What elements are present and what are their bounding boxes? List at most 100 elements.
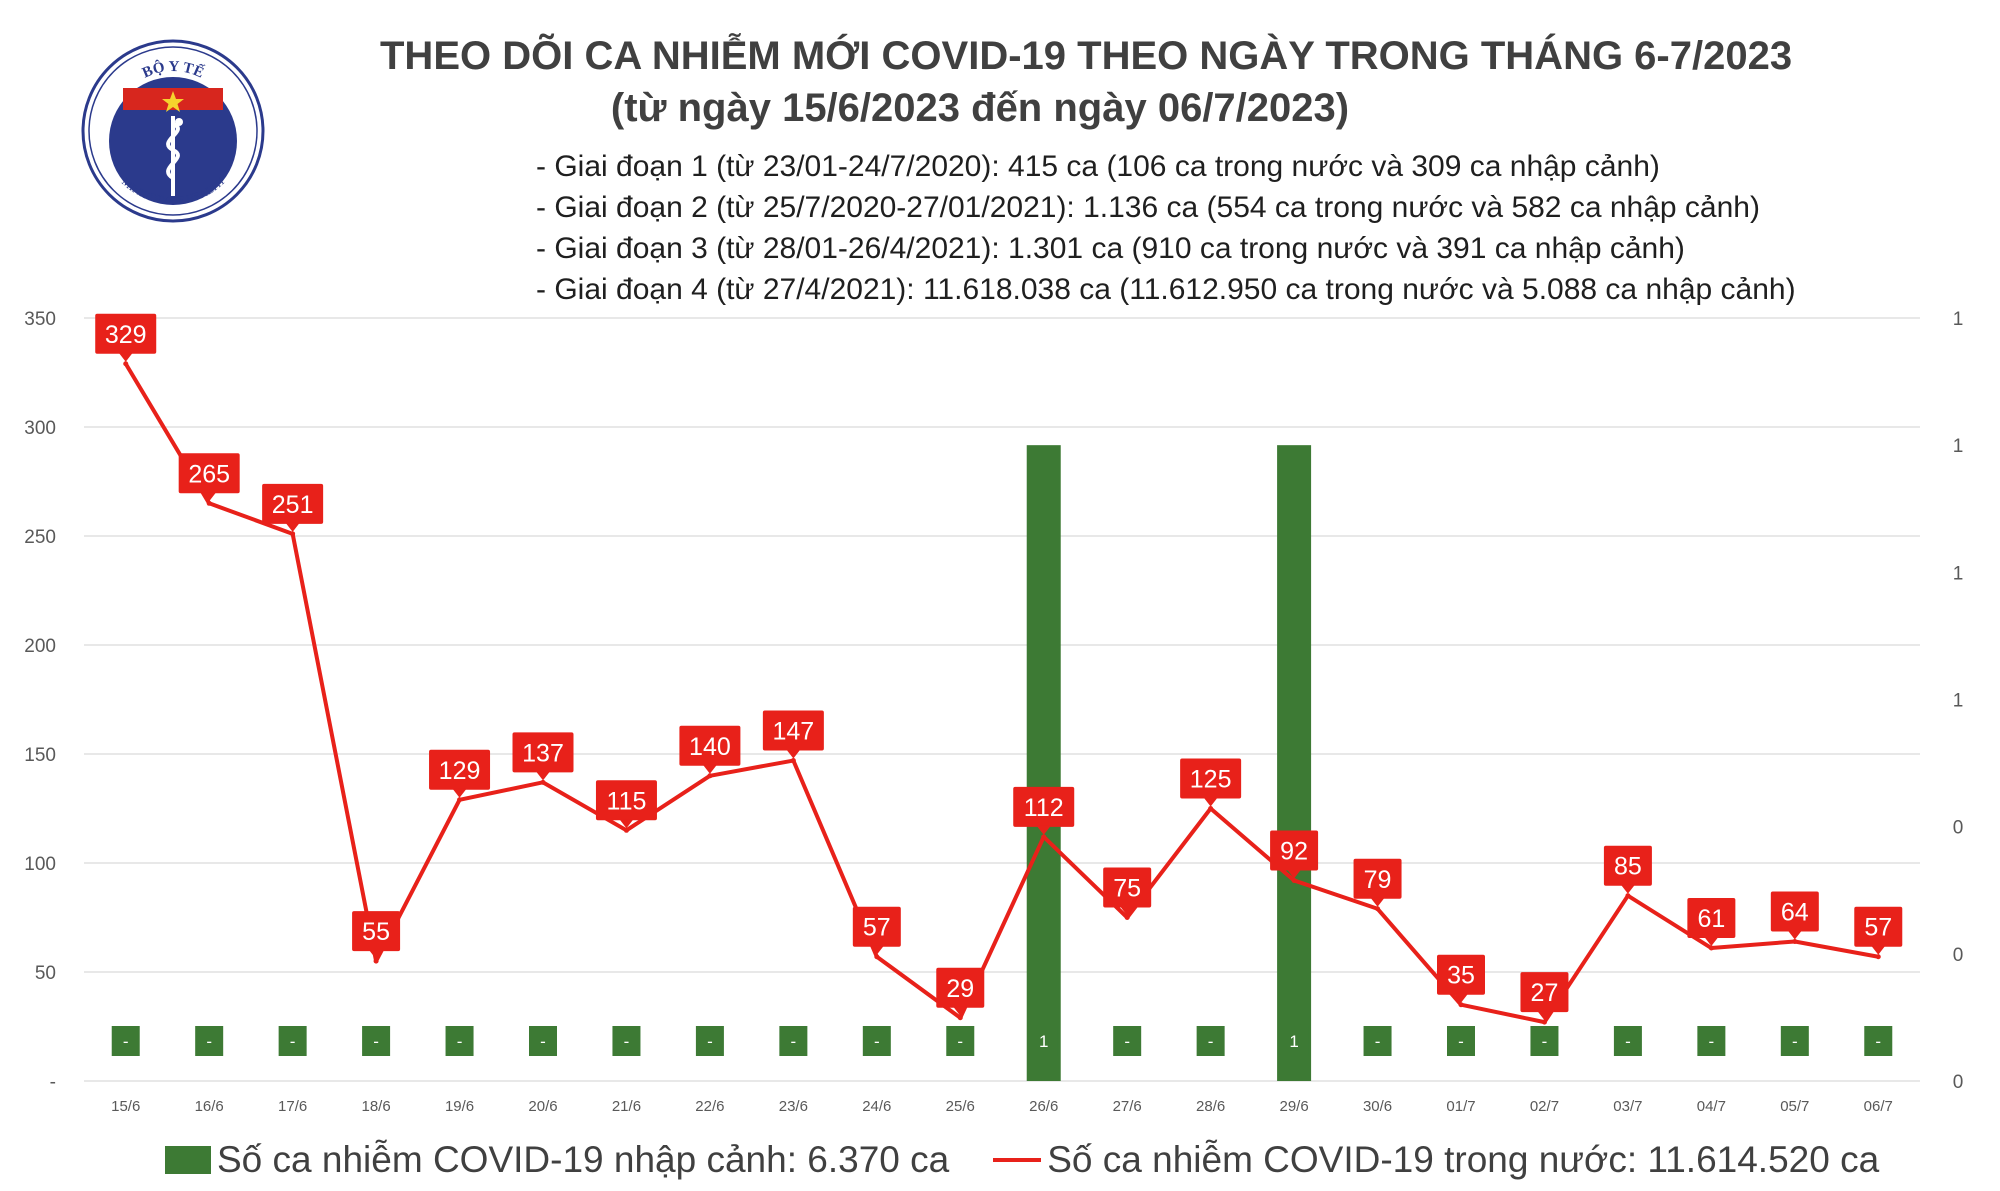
line-label-pointer — [1537, 1011, 1552, 1021]
legend-line-swatch — [993, 1158, 1042, 1162]
bar-label-box — [1697, 1026, 1726, 1056]
x-axis-tick-label: 24/6 — [862, 1098, 891, 1115]
line-data-label: 115 — [607, 787, 647, 815]
line-label-pointer — [1203, 797, 1218, 807]
line-label-pointer — [953, 1006, 968, 1016]
line-data-label: 85 — [1614, 853, 1642, 881]
line-data-label: 140 — [689, 733, 731, 761]
line-data-label: 137 — [522, 739, 564, 767]
line-data-label: 265 — [188, 460, 230, 488]
line-point — [373, 958, 379, 964]
line-point — [1625, 893, 1631, 899]
x-axis-tick-label: 30/6 — [1363, 1098, 1392, 1115]
line-point — [957, 1015, 963, 1021]
line-data-label: 129 — [439, 757, 481, 785]
bar — [1277, 445, 1312, 1081]
line-label-pointer — [1287, 869, 1302, 879]
line-point — [1458, 1002, 1464, 1008]
bar-data-label: - — [540, 1032, 546, 1051]
x-axis-tick-label: 26/6 — [1029, 1098, 1058, 1115]
line-point — [457, 797, 463, 803]
x-axis-tick-label: 23/6 — [779, 1098, 808, 1115]
line-point — [1541, 1019, 1547, 1025]
bar-data-label: - — [1625, 1032, 1631, 1051]
right-axis-tick-label: 1 — [1953, 691, 1964, 712]
phase-4-text: - Giai đoạn 4 (từ 27/4/2021): 11.618.038… — [536, 273, 1796, 306]
bar-data-label: - — [1792, 1032, 1798, 1051]
phase-3-text: - Giai đoạn 3 (từ 28/01-26/4/2021): 1.30… — [536, 232, 1685, 265]
line-label-box — [762, 710, 824, 751]
left-axis-tick-label: 50 — [35, 963, 56, 984]
line-label-box — [352, 911, 401, 952]
x-axis-tick-label: 28/6 — [1196, 1098, 1225, 1115]
line-point — [790, 758, 796, 764]
line-data-label: 57 — [1864, 914, 1892, 942]
x-axis-tick-label: 16/6 — [195, 1098, 224, 1115]
x-axis-tick-label: 20/6 — [528, 1098, 557, 1115]
line-label-pointer — [118, 352, 133, 362]
bar-data-label: 1 — [1039, 1032, 1048, 1051]
bar-label-box — [1280, 1026, 1309, 1056]
left-axis-tick-label: 350 — [24, 309, 56, 330]
x-axis-tick-label: 17/6 — [278, 1098, 307, 1115]
line-point — [1875, 954, 1881, 960]
bar-data-label: - — [1875, 1032, 1881, 1051]
line-label-box — [512, 732, 574, 773]
line-label-pointer — [1370, 897, 1385, 907]
line-point — [707, 773, 713, 779]
domestic-cases-line — [124, 362, 1879, 1025]
right-axis-tick-label: 1 — [1953, 309, 1964, 330]
line-point — [1291, 877, 1297, 883]
bar-label-box — [1029, 1026, 1058, 1056]
left-axis-tick-label: 150 — [24, 745, 56, 766]
line-label-pointer — [619, 819, 634, 829]
bar-data-label: - — [1208, 1032, 1214, 1051]
bar-label-box — [1864, 1026, 1893, 1056]
line-label-box — [429, 749, 491, 790]
bar-data-label: - — [1124, 1032, 1130, 1051]
legend-bar-label: Số ca nhiễm COVID-19 nhập cảnh: 6.370 ca — [217, 1139, 950, 1180]
line-point — [1792, 938, 1798, 944]
x-axis-tick-label: 01/7 — [1446, 1098, 1475, 1115]
x-axis-tick-label: 05/7 — [1780, 1098, 1809, 1115]
x-axis-tick-label: 29/6 — [1279, 1098, 1308, 1115]
bar-data-label: - — [874, 1032, 880, 1051]
line-data-label: 35 — [1447, 962, 1475, 990]
line-label-pointer — [1620, 884, 1635, 894]
right-axis-tick-label: 0 — [1953, 1072, 1964, 1093]
line-data-label: 27 — [1531, 979, 1559, 1007]
right-axis-tick-label: 1 — [1953, 563, 1964, 584]
bar-data-label: - — [791, 1032, 797, 1051]
line-data-label: 79 — [1364, 866, 1392, 894]
bar — [1026, 445, 1061, 1081]
x-axis-tick-label: 03/7 — [1613, 1098, 1642, 1115]
covid-cases-chart: - 50 100 150 200 250 300 350 0 0 0 1 1 1 1 15/6 16/6 17/6… — [24, 309, 1964, 1115]
line-point — [1041, 834, 1047, 840]
x-axis-tick-label: 21/6 — [612, 1098, 641, 1115]
bar-label-box — [111, 1026, 140, 1056]
line-label-pointer — [1871, 945, 1886, 955]
line-data-label: 329 — [105, 321, 147, 349]
line-data-label: 55 — [362, 918, 390, 946]
chart-title: THEO DÕI CA NHIỄM MỚI COVID-19 THEO NGÀY… — [380, 30, 1792, 134]
line-label-box — [1013, 786, 1075, 827]
bar-label-box — [445, 1026, 474, 1056]
line-data-label: 112 — [1024, 794, 1064, 822]
bar-label-box — [1196, 1026, 1225, 1056]
line-data-label: 251 — [272, 491, 314, 519]
line-data-label: 57 — [863, 914, 891, 942]
line-data-label: 29 — [946, 975, 974, 1003]
line-label-pointer — [1787, 930, 1802, 940]
line-label-pointer — [1036, 825, 1051, 835]
left-axis-tick-label: 200 — [24, 636, 56, 657]
bar-label-box — [862, 1026, 891, 1056]
line-data-label: 75 — [1113, 875, 1141, 903]
bar-label-box — [529, 1026, 557, 1056]
line-label-pointer — [1454, 993, 1468, 1003]
legend-line-label: Số ca nhiễm COVID-19 trong nước: 11.614.… — [1047, 1139, 1880, 1180]
bar-data-label: - — [957, 1032, 963, 1051]
bar-label-box — [1530, 1026, 1559, 1056]
phase-2-text: - Giai đoạn 2 (từ 25/7/2020-27/01/2021):… — [536, 191, 1760, 224]
bar-label-box — [1113, 1026, 1142, 1056]
line-label-box — [1270, 830, 1319, 871]
